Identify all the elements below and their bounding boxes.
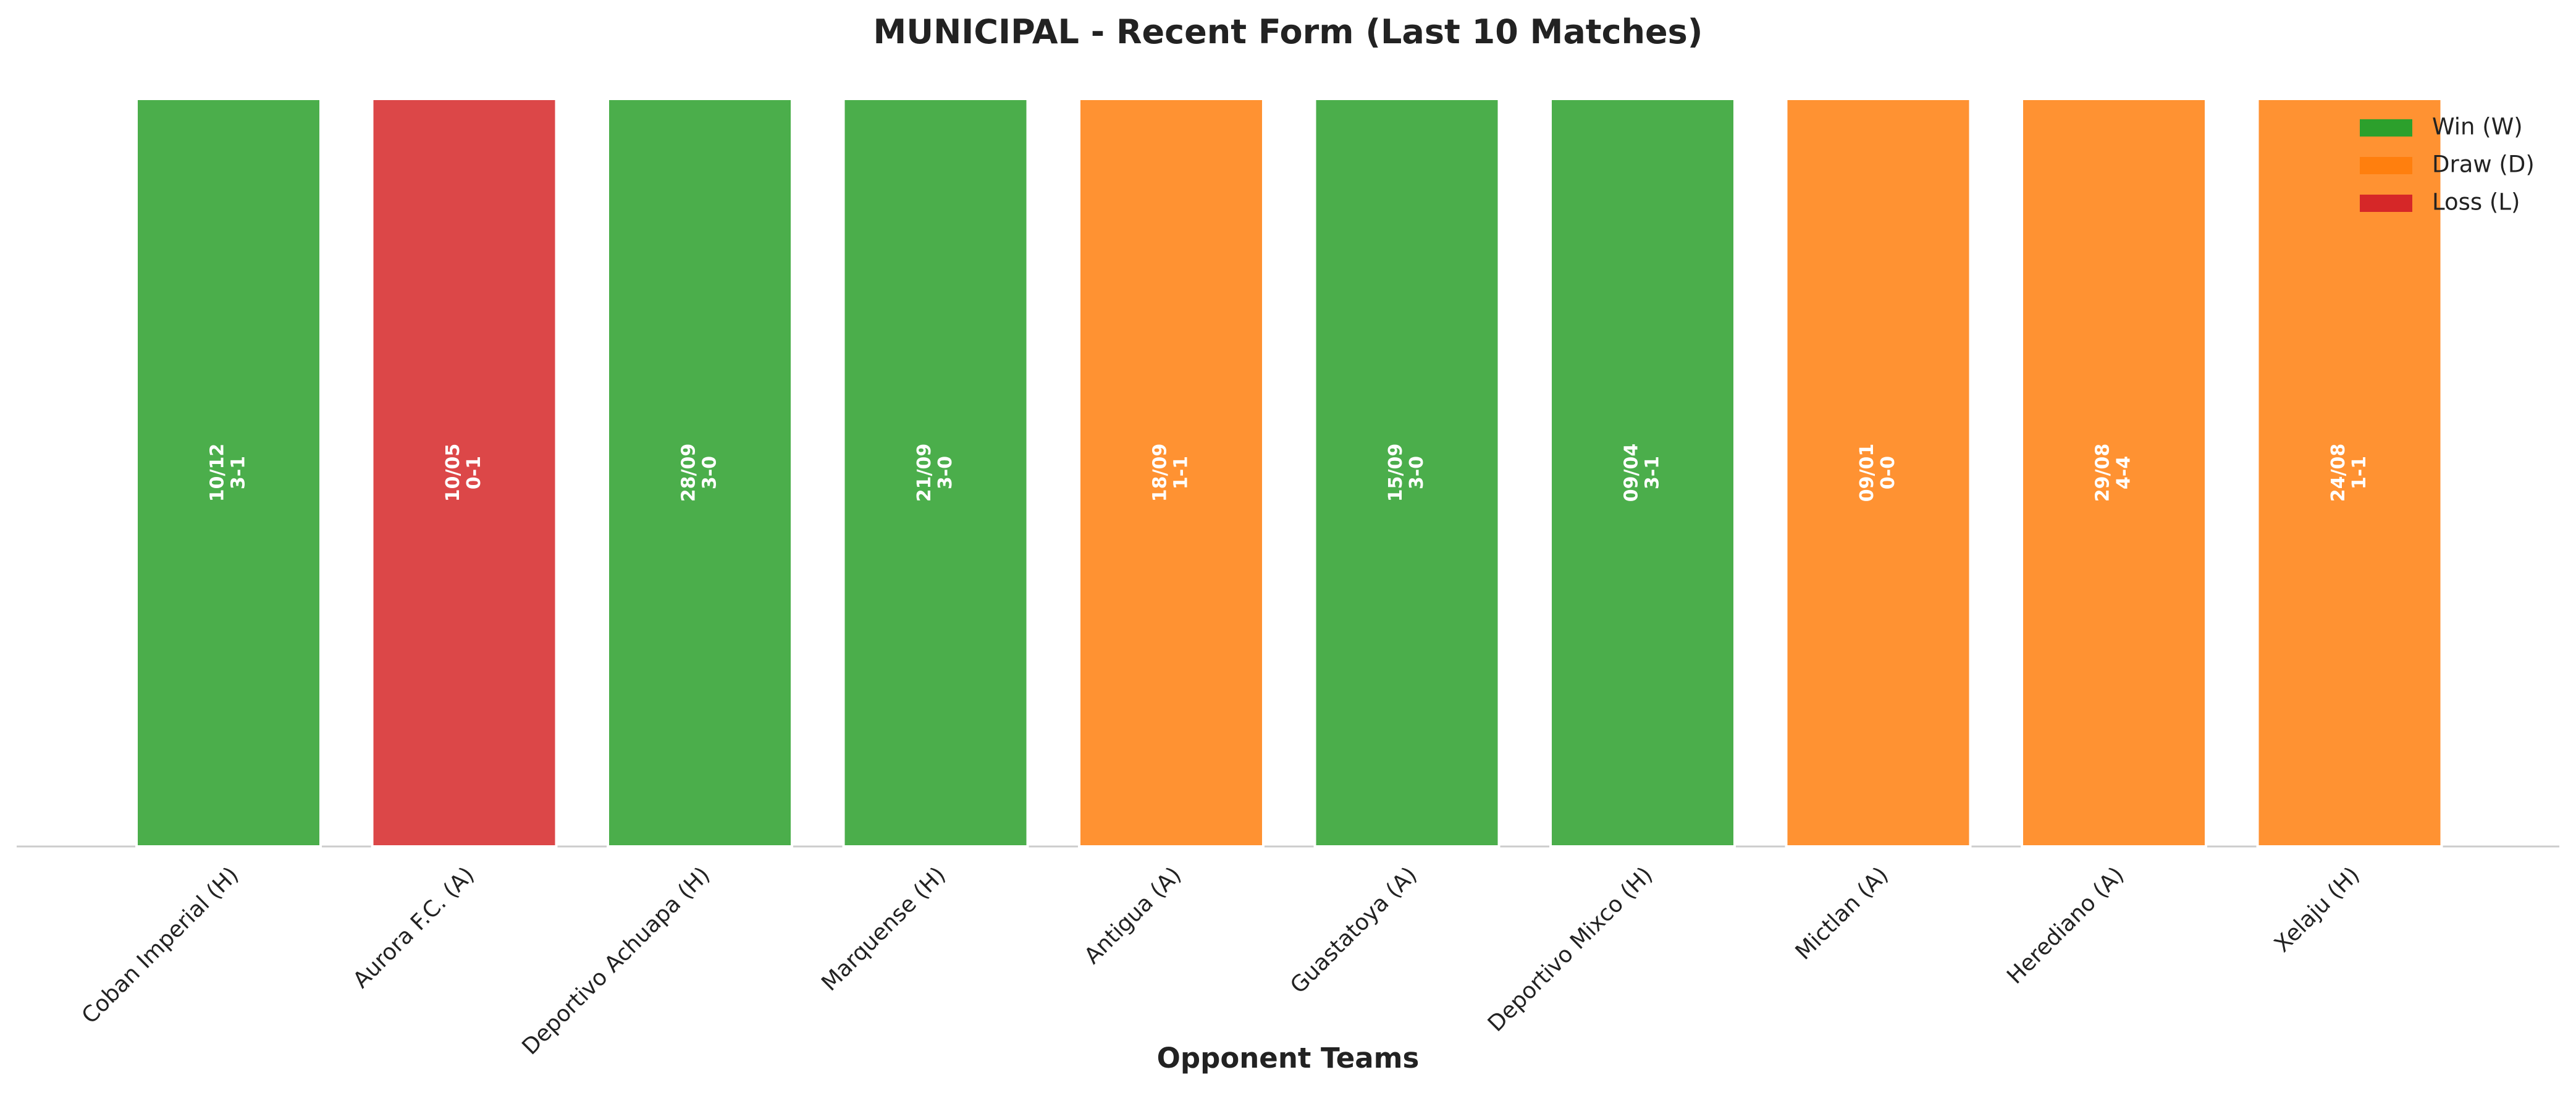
- x-tick-label: Deportivo Achuapa (H): [518, 862, 715, 1060]
- bar: [2256, 98, 2443, 848]
- bar-score-label: 4-4: [2113, 456, 2135, 489]
- bar-score-label: 3-0: [935, 456, 956, 489]
- bar-score-label: 0-1: [463, 456, 485, 489]
- bar-date-label: 10/05: [442, 444, 464, 502]
- bar-date-label: 21/09: [914, 444, 935, 502]
- bar-date-label: 15/09: [1385, 444, 1407, 502]
- bar: [2021, 98, 2207, 848]
- bar: [135, 98, 322, 848]
- x-tick-label: Aurora F.C. (A): [348, 862, 479, 993]
- bar-score-label: 0-0: [1877, 456, 1899, 489]
- legend-label: Draw (D): [2432, 151, 2535, 178]
- x-tick-label: Coban Imperial (H): [77, 862, 244, 1029]
- bar: [842, 98, 1029, 848]
- x-tick-label: Xelaju (H): [2270, 862, 2365, 957]
- x-tick-label: Herediano (A): [2002, 862, 2129, 989]
- bar: [371, 98, 558, 848]
- bar: [1313, 98, 1501, 848]
- legend-label: Loss (L): [2432, 189, 2520, 216]
- chart-title: MUNICIPAL - Recent Form (Last 10 Matches…: [873, 12, 1703, 51]
- bar: [607, 98, 793, 848]
- bar-date-label: 09/04: [1621, 444, 1643, 502]
- legend-label: Win (W): [2432, 114, 2523, 140]
- bar-date-label: 28/09: [678, 444, 700, 502]
- bar-score-label: 3-1: [1642, 456, 1664, 489]
- bar-score-label: 1-1: [2349, 456, 2370, 489]
- bar-score-label: 3-0: [699, 456, 721, 489]
- bar-score-label: 3-0: [1406, 456, 1428, 489]
- bar: [1785, 98, 1972, 848]
- bar-date-label: 10/12: [207, 444, 229, 502]
- legend-swatch: [2360, 157, 2412, 174]
- x-tick-label: Deportivo Mixco (H): [1483, 862, 1658, 1037]
- bar-date-label: 18/09: [1150, 444, 1171, 502]
- bar-date-label: 09/01: [1856, 444, 1878, 502]
- x-axis-label: Opponent Teams: [1157, 1042, 1420, 1074]
- bar-date-label: 29/08: [2092, 444, 2114, 502]
- legend-swatch: [2360, 119, 2412, 137]
- bar: [1549, 98, 1736, 848]
- bar-score-label: 1-1: [1171, 456, 1192, 489]
- x-tick-label: Antigua (A): [1080, 862, 1187, 969]
- bar-score-label: 3-1: [228, 456, 250, 489]
- legend-swatch: [2360, 195, 2412, 212]
- bar: [1078, 98, 1265, 848]
- x-tick-label: Mictlan (A): [1791, 862, 1893, 964]
- x-tick-label: Marquense (H): [817, 862, 951, 996]
- x-tick-label: Guastatoya (A): [1286, 862, 1422, 998]
- bar-date-label: 24/08: [2328, 444, 2349, 502]
